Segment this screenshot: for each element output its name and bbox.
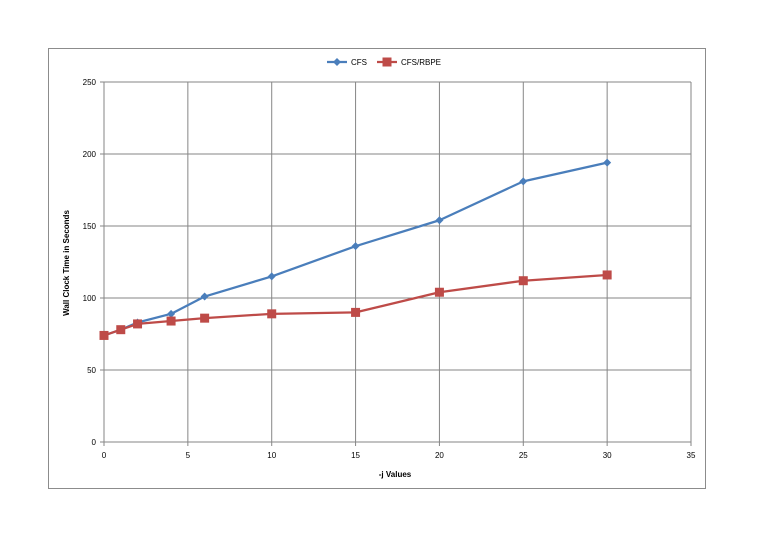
- data-point-cfs: [519, 177, 528, 186]
- data-point-cfs-rbpe: [116, 325, 126, 335]
- data-point-cfs: [200, 292, 209, 301]
- y-tick-label: 50: [87, 366, 96, 375]
- data-point-cfs-rbpe: [166, 316, 176, 326]
- y-tick-label: 150: [83, 222, 97, 231]
- legend-label-cfs: CFS: [351, 58, 367, 67]
- y-tick-label: 200: [83, 150, 97, 159]
- x-axis-title: -j Values: [379, 470, 412, 479]
- data-point-cfs: [167, 309, 176, 318]
- data-point-cfs: [435, 216, 444, 225]
- data-point-cfs-rbpe: [99, 330, 109, 340]
- x-tick-label: 5: [186, 451, 191, 460]
- data-point-cfs-rbpe: [434, 287, 444, 297]
- legend-marker-cfs-rbpe: [382, 57, 392, 67]
- line-chart: 0 50 100 150 200 250 0 5 10 15 20 25 30 35 CFS CFS/RBP…: [62, 57, 696, 479]
- x-tick-label: 20: [435, 451, 444, 460]
- data-point-cfs: [351, 242, 360, 251]
- legend: CFS CFS/RBPE: [327, 57, 441, 67]
- x-tick-label: 15: [351, 451, 360, 460]
- legend-label-cfs-rbpe: CFS/RBPE: [401, 58, 441, 67]
- x-tick-label: 0: [102, 451, 107, 460]
- data-point-cfs-rbpe: [602, 270, 612, 280]
- axes: 0 50 100 150 200 250 0 5 10 15 20 25 30 35: [83, 78, 696, 460]
- data-point-cfs-rbpe: [133, 319, 143, 329]
- data-point-cfs: [267, 272, 276, 281]
- chart-area: 0 50 100 150 200 250 0 5 10 15 20 25 30 35 CFS CFS/RBP…: [48, 48, 706, 489]
- x-tick-label: 10: [267, 451, 276, 460]
- x-tick-label: 30: [603, 451, 612, 460]
- x-tick-label: 35: [687, 451, 696, 460]
- data-point-cfs: [603, 158, 612, 167]
- grid-lines: [104, 81, 692, 442]
- y-tick-label: 250: [83, 78, 97, 87]
- y-tick-label: 0: [92, 438, 97, 447]
- y-tick-label: 100: [83, 294, 97, 303]
- legend-marker-cfs: [333, 58, 341, 66]
- y-axis-title: Wall Clock Time in Seconds: [62, 210, 71, 316]
- series-line-cfs-rbpe: [103, 273, 608, 337]
- x-tick-label: 25: [519, 451, 528, 460]
- data-point-cfs-rbpe: [200, 313, 210, 323]
- data-point-cfs-rbpe: [518, 276, 528, 286]
- series-lines: [99, 158, 612, 340]
- data-point-cfs-rbpe: [351, 307, 361, 317]
- data-point-cfs-rbpe: [267, 309, 277, 319]
